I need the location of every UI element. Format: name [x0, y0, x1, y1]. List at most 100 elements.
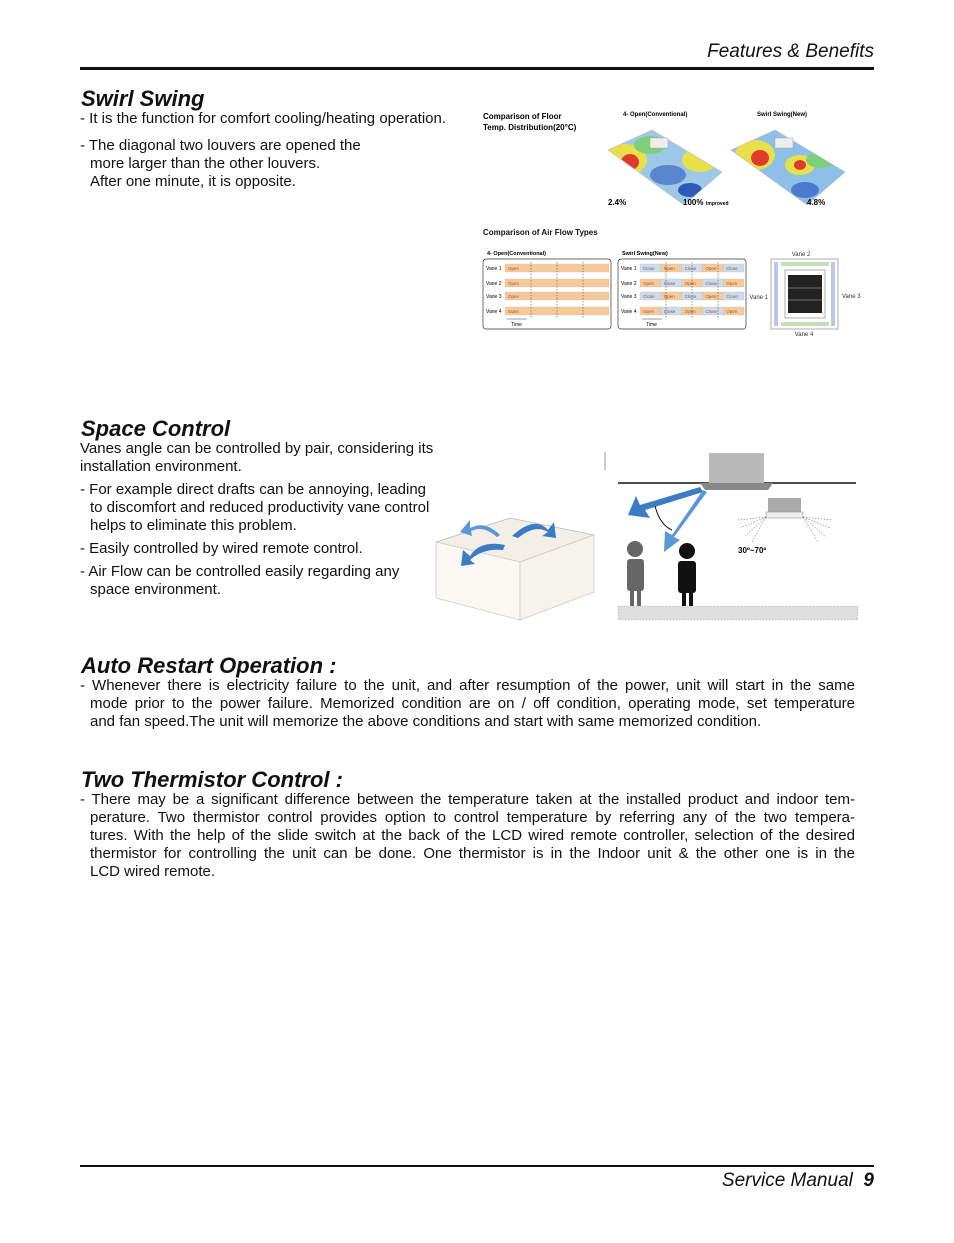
vane — [781, 262, 829, 266]
figure-title: Comparison of Floor — [483, 112, 562, 121]
section-title: Space Control — [81, 416, 231, 441]
grille — [788, 275, 822, 313]
paragraph: - There may be a significant difference … — [80, 791, 855, 881]
value-label: 2.4% — [608, 198, 626, 207]
text-line: space environment. — [90, 581, 221, 598]
section-title: Auto Restart Operation : — [81, 653, 337, 678]
text-line: - There may be a significant difference … — [80, 791, 855, 808]
text-line: perature. Two thermistor control provide… — [90, 809, 855, 826]
cell-label: Open — [508, 281, 520, 286]
paragraph: - Easily controlled by wired remote cont… — [80, 540, 460, 558]
cell-label: Close — [726, 266, 738, 271]
cell-label: Open — [643, 281, 655, 286]
unit-icon — [774, 137, 794, 149]
row-label: Vane 2 — [621, 281, 637, 287]
section-title: Swirl Swing — [81, 86, 205, 111]
section-body: - It is the function for comfort cooling… — [80, 110, 480, 191]
figure-title: Temp. Distribution(20°C) — [483, 123, 577, 132]
cell-label: Open — [705, 294, 717, 299]
text-line: helps to eliminate this problem. — [90, 517, 297, 534]
vane — [831, 262, 835, 326]
vane — [781, 322, 829, 326]
cell-label: Open — [508, 294, 520, 299]
airflow-arrow — [460, 520, 500, 537]
header-section: Features & Benefits — [707, 41, 874, 62]
text-line: more larger than the other louvers. — [90, 155, 321, 172]
cell-label: Open — [664, 294, 676, 299]
cell-label: Open — [643, 309, 655, 314]
figure-label: 4- Open(Conventional) — [623, 112, 687, 118]
cell-label: Close — [705, 309, 717, 314]
paragraph: - The diagonal two louvers are opened th… — [80, 137, 480, 191]
value-label: 100% — [683, 198, 703, 207]
text-line: mode prior to the power failure. Memoriz… — [90, 695, 855, 712]
unit-side — [765, 511, 804, 519]
airflow-arrow — [461, 543, 505, 566]
section-title: Two Thermistor Control : — [81, 767, 343, 792]
text-line: - The diagonal two louvers are opened th… — [80, 137, 361, 154]
row-label: Vane 2 — [486, 281, 502, 287]
figure-label: Swirl Swing(New) — [757, 112, 807, 118]
angle-label: 30º~70º — [738, 546, 766, 555]
text-line: - Air Flow can be controlled easily rega… — [80, 563, 400, 580]
vane-label: Vane 2 — [792, 252, 811, 258]
ceiling-unit-base — [700, 483, 773, 490]
table-title: 4- Open(Conventional) — [487, 251, 546, 257]
cell-label: Close — [664, 309, 676, 314]
person — [678, 543, 696, 606]
cell — [723, 291, 745, 301]
unit-icon — [649, 137, 669, 149]
cell-label: Open — [685, 309, 697, 314]
text-line: - It is the function for comfort cooling… — [80, 110, 447, 127]
cell — [723, 278, 745, 288]
angle-lines — [737, 516, 833, 543]
paragraph: Vanes angle can be controlled by pair, c… — [80, 440, 460, 476]
cell-label: Open — [508, 266, 520, 271]
airflow-arrow — [512, 522, 556, 538]
cell — [723, 263, 745, 273]
cell-label: Open — [664, 266, 676, 271]
cell-label: Close — [685, 294, 697, 299]
table-title: Swirl Swing(New) — [622, 251, 668, 257]
cell — [723, 306, 745, 316]
time-label: Time — [646, 322, 657, 328]
text-line: After one minute, it is opposite. — [90, 173, 296, 190]
person — [627, 541, 644, 606]
paragraph: - Air Flow can be controlled easily rega… — [80, 563, 460, 599]
cell-label: Close — [705, 281, 717, 286]
page-number: 9 — [863, 1170, 874, 1191]
floor — [618, 606, 858, 620]
text-line: - Easily controlled by wired remote cont… — [80, 540, 363, 557]
airflow-figure: Vane 2 Vane 1 Vane 3 Vane 4 4- Open(Conv… — [482, 251, 861, 338]
unit-side — [768, 498, 801, 512]
text-line: - Whenever there is electricity failure … — [80, 677, 855, 694]
row-label: Vane 3 — [486, 294, 502, 300]
cell-label: Close — [685, 266, 697, 271]
room-side — [519, 534, 595, 621]
row-label: Vane 3 — [621, 294, 637, 300]
vane-label: Vane 4 — [795, 332, 814, 338]
space-control-figure: 30º~70º — [434, 452, 859, 621]
airflow-arrow — [664, 490, 707, 552]
footer-rule — [80, 1165, 874, 1167]
cell-label: Open — [726, 309, 738, 314]
section-body: Vanes angle can be controlled by pair, c… — [80, 440, 460, 599]
cell-label: Open — [726, 281, 738, 286]
cell-label: Open — [508, 309, 520, 314]
paragraph: - It is the function for comfort cooling… — [80, 110, 480, 128]
floor-outline — [730, 129, 846, 206]
vane-label: Vane 1 — [749, 295, 768, 301]
value-label: 4.8% — [807, 198, 825, 207]
footer-label: Service Manual — [721, 1170, 853, 1191]
vane — [774, 262, 778, 326]
text-line: - For example direct drafts can be annoy… — [80, 481, 427, 498]
section-body: - Whenever there is electricity failure … — [80, 677, 855, 731]
cell-label: Close — [643, 266, 655, 271]
vane-label: Vane 3 — [842, 294, 861, 300]
text-line: thermistor for controlling the unit can … — [90, 845, 855, 862]
cell-label: Open — [685, 281, 697, 286]
text-line: installation environment. — [80, 458, 242, 475]
cell-label: Open — [705, 266, 717, 271]
row-label: Vane 4 — [621, 309, 637, 315]
